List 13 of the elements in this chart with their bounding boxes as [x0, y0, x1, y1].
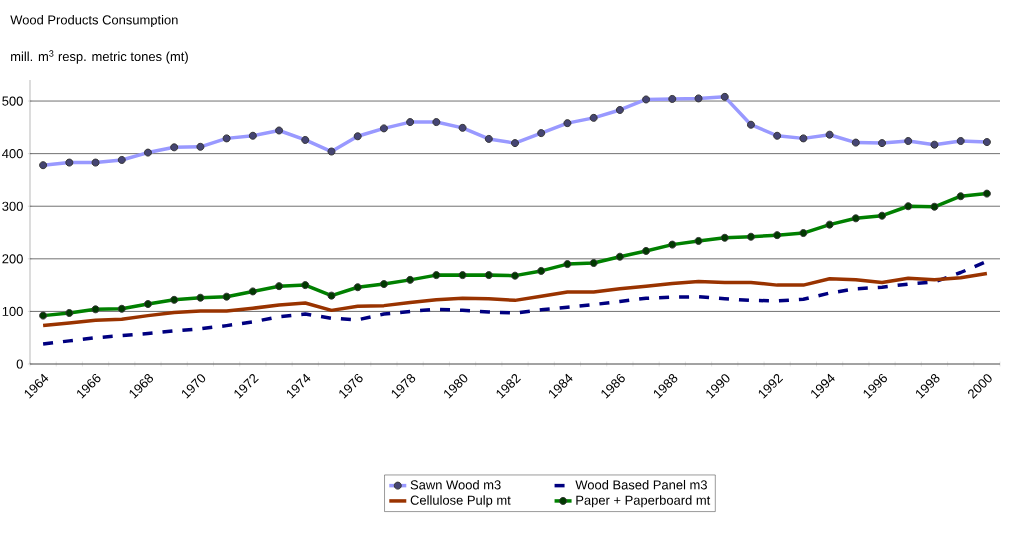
- legend-label: Wood Based Panel m3: [575, 479, 707, 490]
- y-tick-label: 500: [2, 96, 23, 106]
- y-axis-title: mill. m$^{3}$ resp. metric tones (mt): [11, 50, 188, 64]
- y-tick-label: 200: [2, 254, 23, 264]
- y-tick-label: 300: [2, 201, 23, 211]
- chart-title: Wood Products Consumption: [10, 14, 178, 28]
- legend-label: Paper + Paperboard mt: [576, 495, 711, 508]
- y-tick-label: 400: [2, 149, 23, 159]
- legend-label: Cellulose Pulp mt: [410, 495, 511, 508]
- y-tick-label: 0: [16, 359, 23, 369]
- line-series: [41, 271, 989, 328]
- legend-label: Sawn Wood m3: [410, 479, 501, 490]
- y-tick-label: 100: [2, 306, 23, 316]
